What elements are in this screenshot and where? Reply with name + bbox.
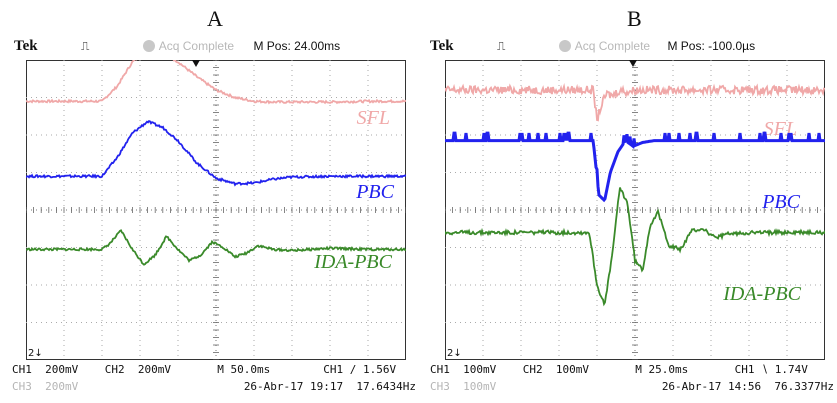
- trigger-marker-icon: [629, 60, 637, 67]
- panel-b-brand: Tek: [430, 38, 454, 54]
- series-line-pbc: [26, 120, 406, 187]
- panel-a-header: Tek ⎍ Acq Complete M Pos: 24.00ms: [14, 38, 414, 55]
- ground-marker-icon: 2↓: [28, 348, 43, 359]
- series-line-pbc: [445, 131, 825, 203]
- acq-dot-icon: [142, 40, 155, 52]
- panel-b-mpos: M Pos: -100.0µs: [667, 39, 756, 53]
- panel-b-header: Tek ⎍ Acq Complete M Pos: -100.0µs: [430, 38, 830, 55]
- panel-a-footer-line1: CH1 200mV CH2 200mV M 50.0ms CH1 ∕ 1.56V: [12, 363, 397, 376]
- series-label-pbc: PBC: [355, 181, 394, 203]
- trigger-marker-icon: [192, 60, 200, 67]
- panel-b-footer-line2: CH3 100mV 26-Abr-17 14:56 76.3377Hz: [430, 380, 834, 393]
- series-label-sfl: SFL: [357, 107, 390, 129]
- series-line-ida-pbc: [445, 187, 825, 307]
- panel-b-footer-line1: CH1 100mV CH2 100mV M 25.0ms CH1 ∖ 1.74V: [430, 363, 808, 376]
- panel-b-trigger-icon: ⎍: [496, 39, 506, 53]
- series-line-sfl: [445, 82, 825, 122]
- series-label-ida-pbc: IDA-PBC: [722, 283, 801, 305]
- panel-b-letter: B: [627, 6, 642, 31]
- ground-marker-icon: 2↓: [447, 348, 462, 359]
- panel-a-footer-line2: CH3 200mV 26-Abr-17 19:17 17.6434Hz: [12, 380, 416, 393]
- panel-a-letter: A: [207, 6, 223, 31]
- panel-a-brand: Tek: [14, 38, 38, 54]
- panel-a-scope: 2↓ SFL PBC IDA-PBC: [26, 60, 406, 360]
- series-label-pbc: PBC: [761, 191, 800, 213]
- panel-a-acq-status: Acq Complete: [142, 39, 234, 53]
- acq-dot-icon: [558, 40, 571, 52]
- panel-a-trigger-icon: ⎍: [80, 39, 90, 53]
- series-line-ida-pbc: [26, 229, 406, 266]
- panel-a-mpos: M Pos: 24.00ms: [253, 39, 341, 53]
- series-label-ida-pbc: IDA-PBC: [313, 251, 392, 273]
- panel-b-acq-status: Acq Complete: [558, 39, 650, 53]
- series-line-sfl: [26, 60, 406, 105]
